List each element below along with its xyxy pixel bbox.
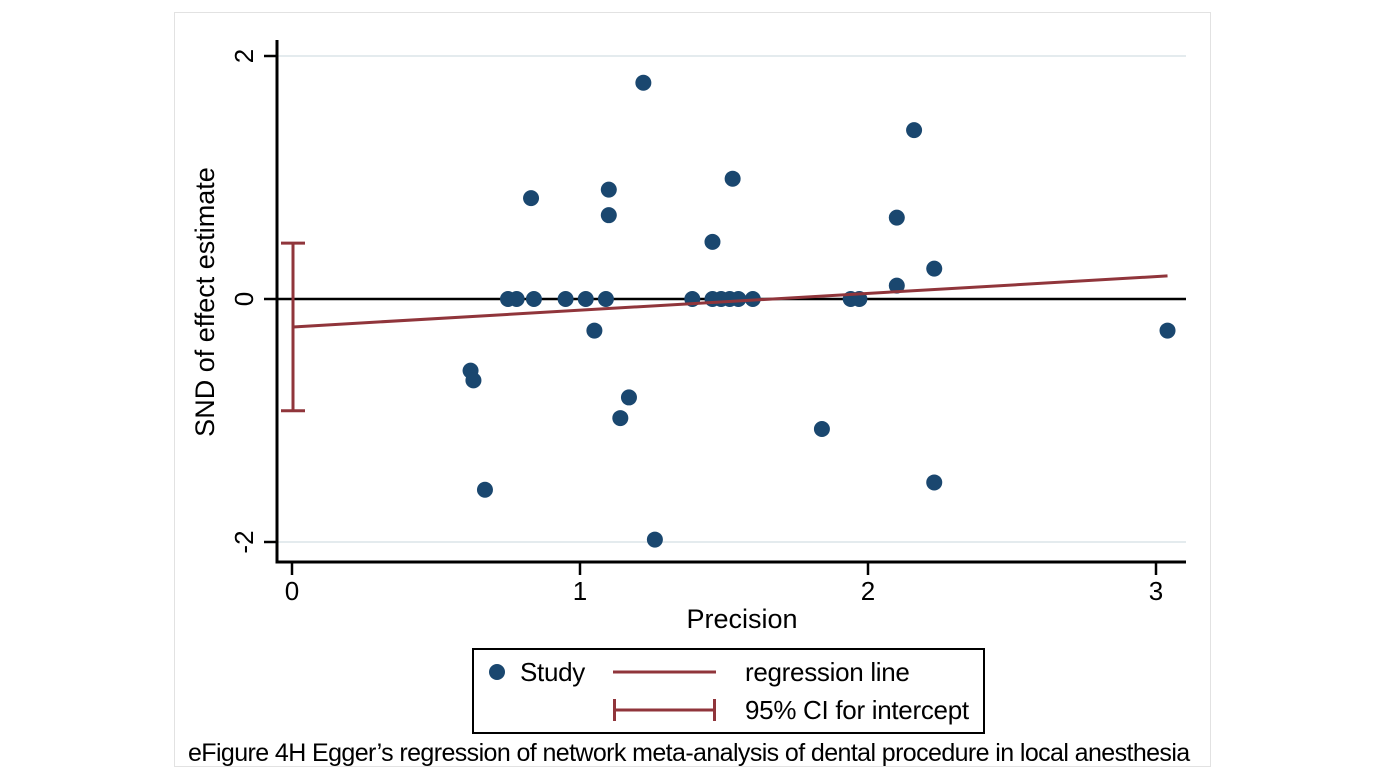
data-point <box>600 207 617 224</box>
data-point <box>620 389 637 406</box>
data-point <box>577 291 594 307</box>
data-point <box>704 233 721 250</box>
data-point <box>508 291 525 307</box>
legend-study-label: Study <box>520 657 585 687</box>
data-point <box>523 190 540 207</box>
data-point <box>646 531 663 548</box>
data-point <box>906 122 923 139</box>
data-point <box>635 74 652 91</box>
x-tick-label: 0 <box>285 576 299 606</box>
axes-layer: 2 0 -2 0 1 2 3 <box>229 40 1186 606</box>
data-point <box>888 277 905 294</box>
data-point <box>612 410 629 427</box>
data-point <box>525 291 542 307</box>
data-layer <box>281 74 1176 548</box>
data-point <box>600 181 617 198</box>
gridline-layer <box>278 55 1186 543</box>
x-tick-label: 3 <box>1149 576 1163 606</box>
regression-line <box>292 274 1168 329</box>
figure-caption: eFigure 4H Egger’s regression of network… <box>188 739 1190 767</box>
study-dot-icon <box>489 664 505 680</box>
data-point <box>557 291 574 307</box>
y-axis-title: SND of effect estimate <box>190 167 220 437</box>
legend-box <box>472 648 985 734</box>
data-point <box>586 322 603 339</box>
data-point <box>724 170 741 187</box>
x-tick-label: 2 <box>861 576 875 606</box>
data-point <box>888 209 905 226</box>
legend-ci-label: 95% CI for intercept <box>745 695 970 725</box>
data-point <box>813 421 830 438</box>
data-point <box>926 260 943 277</box>
data-point <box>730 291 747 307</box>
y-tick-label: 0 <box>229 292 259 306</box>
legend-regression-label: regression line <box>745 657 910 687</box>
data-point <box>926 474 943 491</box>
legend: Study regression line 95% CI for interce… <box>472 648 985 734</box>
y-tick-label: -2 <box>229 530 259 553</box>
figure-panel <box>174 12 1211 767</box>
data-point <box>597 291 614 307</box>
y-tick-label: 2 <box>229 49 259 63</box>
x-tick-label: 1 <box>573 576 587 606</box>
data-point <box>1159 322 1176 339</box>
data-point <box>465 372 482 389</box>
x-axis-title: Precision <box>686 604 797 634</box>
ci-bracket-icon <box>613 699 716 721</box>
data-point <box>476 481 493 498</box>
